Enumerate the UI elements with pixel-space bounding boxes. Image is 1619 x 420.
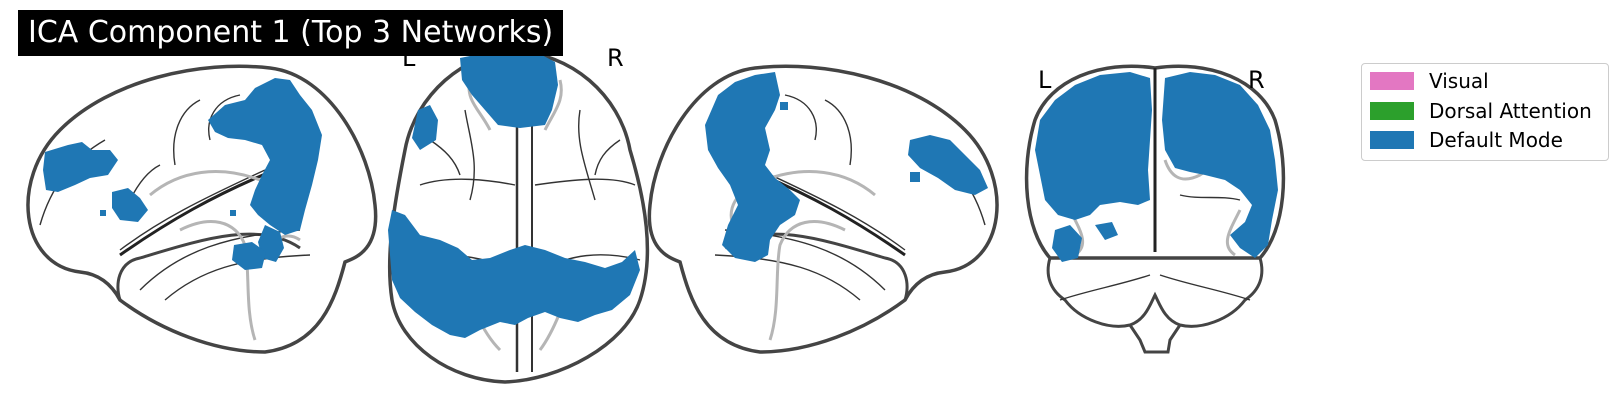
legend-label-visual: Visual (1429, 69, 1489, 93)
coronal-activation (1035, 72, 1278, 262)
sagittal-right-activation (705, 72, 988, 262)
legend-swatch-visual (1370, 72, 1414, 90)
legend-swatch-default-mode (1370, 131, 1414, 149)
coronal-view (1024, 64, 1286, 354)
legend: Visual Dorsal Attention Default Mode (1361, 63, 1609, 161)
legend-item-default-mode: Default Mode (1370, 128, 1563, 152)
axial-left-label: L (402, 44, 416, 72)
legend-item-dorsal-attention: Dorsal Attention (1370, 99, 1592, 123)
coronal-left-label: L (1038, 66, 1052, 94)
axial-right-label: R (607, 44, 624, 72)
axial-view (387, 50, 650, 384)
legend-item-visual: Visual (1370, 69, 1489, 93)
legend-label-dorsal-attention: Dorsal Attention (1429, 99, 1592, 123)
sagittal-right-view (647, 64, 999, 354)
sagittal-left-activation (43, 78, 322, 270)
figure-title: ICA Component 1 (Top 3 Networks) (18, 10, 564, 56)
legend-swatch-dorsal-attention (1370, 102, 1414, 120)
axial-activation (388, 52, 640, 338)
coronal-outline (1024, 64, 1286, 260)
legend-label-default-mode: Default Mode (1429, 128, 1563, 152)
sagittal-right-outline (647, 64, 999, 354)
coronal-right-label: R (1248, 66, 1265, 94)
sagittal-left-outline (26, 64, 378, 354)
sagittal-left-view (26, 64, 378, 354)
axial-outline (387, 50, 650, 384)
